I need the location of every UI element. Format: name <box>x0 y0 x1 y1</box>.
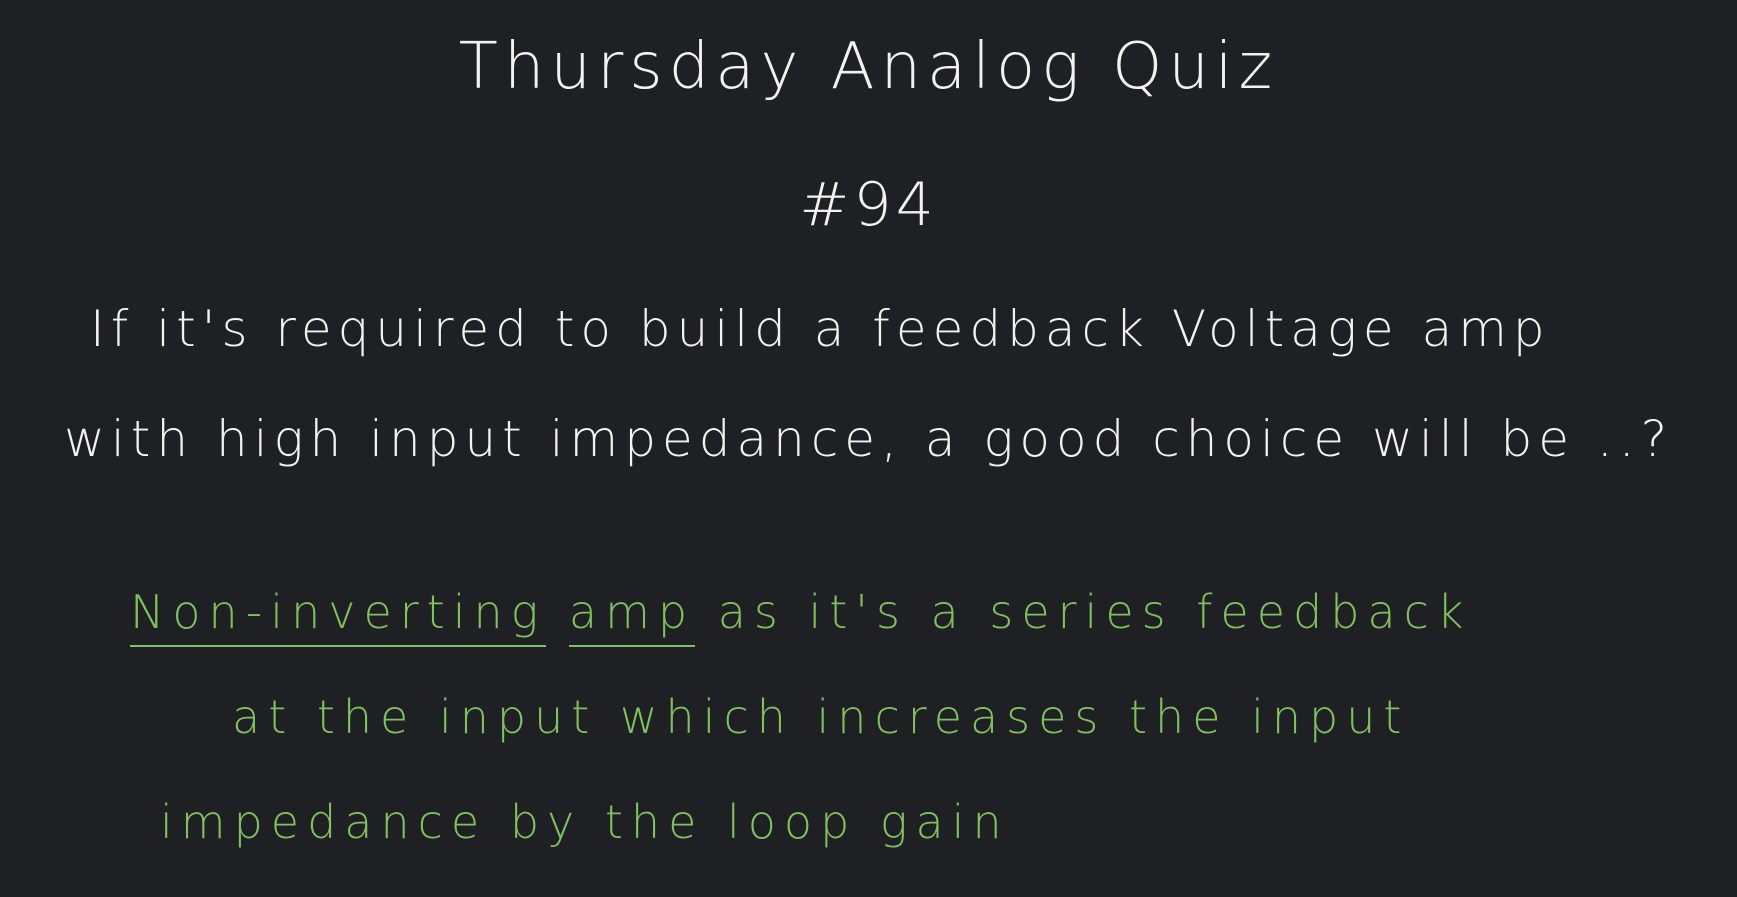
quiz-number: #94 <box>799 170 938 240</box>
answer-line-3: impedance by the loop gain <box>160 795 1010 849</box>
answer-underlined-amp: amp <box>568 585 696 647</box>
answer-line-1: Non-inverting amp as it's a series feedb… <box>130 585 1472 647</box>
question-line-2: with high input impedance, a good choice… <box>64 410 1674 468</box>
answer-line-1-rest: as it's a series feedback <box>717 585 1472 639</box>
question-line-1: If it's required to build a feedback Vol… <box>90 300 1551 358</box>
quiz-title: Thursday Analog Quiz <box>458 30 1279 104</box>
answer-underlined-term: Non-inverting <box>130 585 547 647</box>
answer-line-2: at the input which increases the input <box>232 690 1410 744</box>
